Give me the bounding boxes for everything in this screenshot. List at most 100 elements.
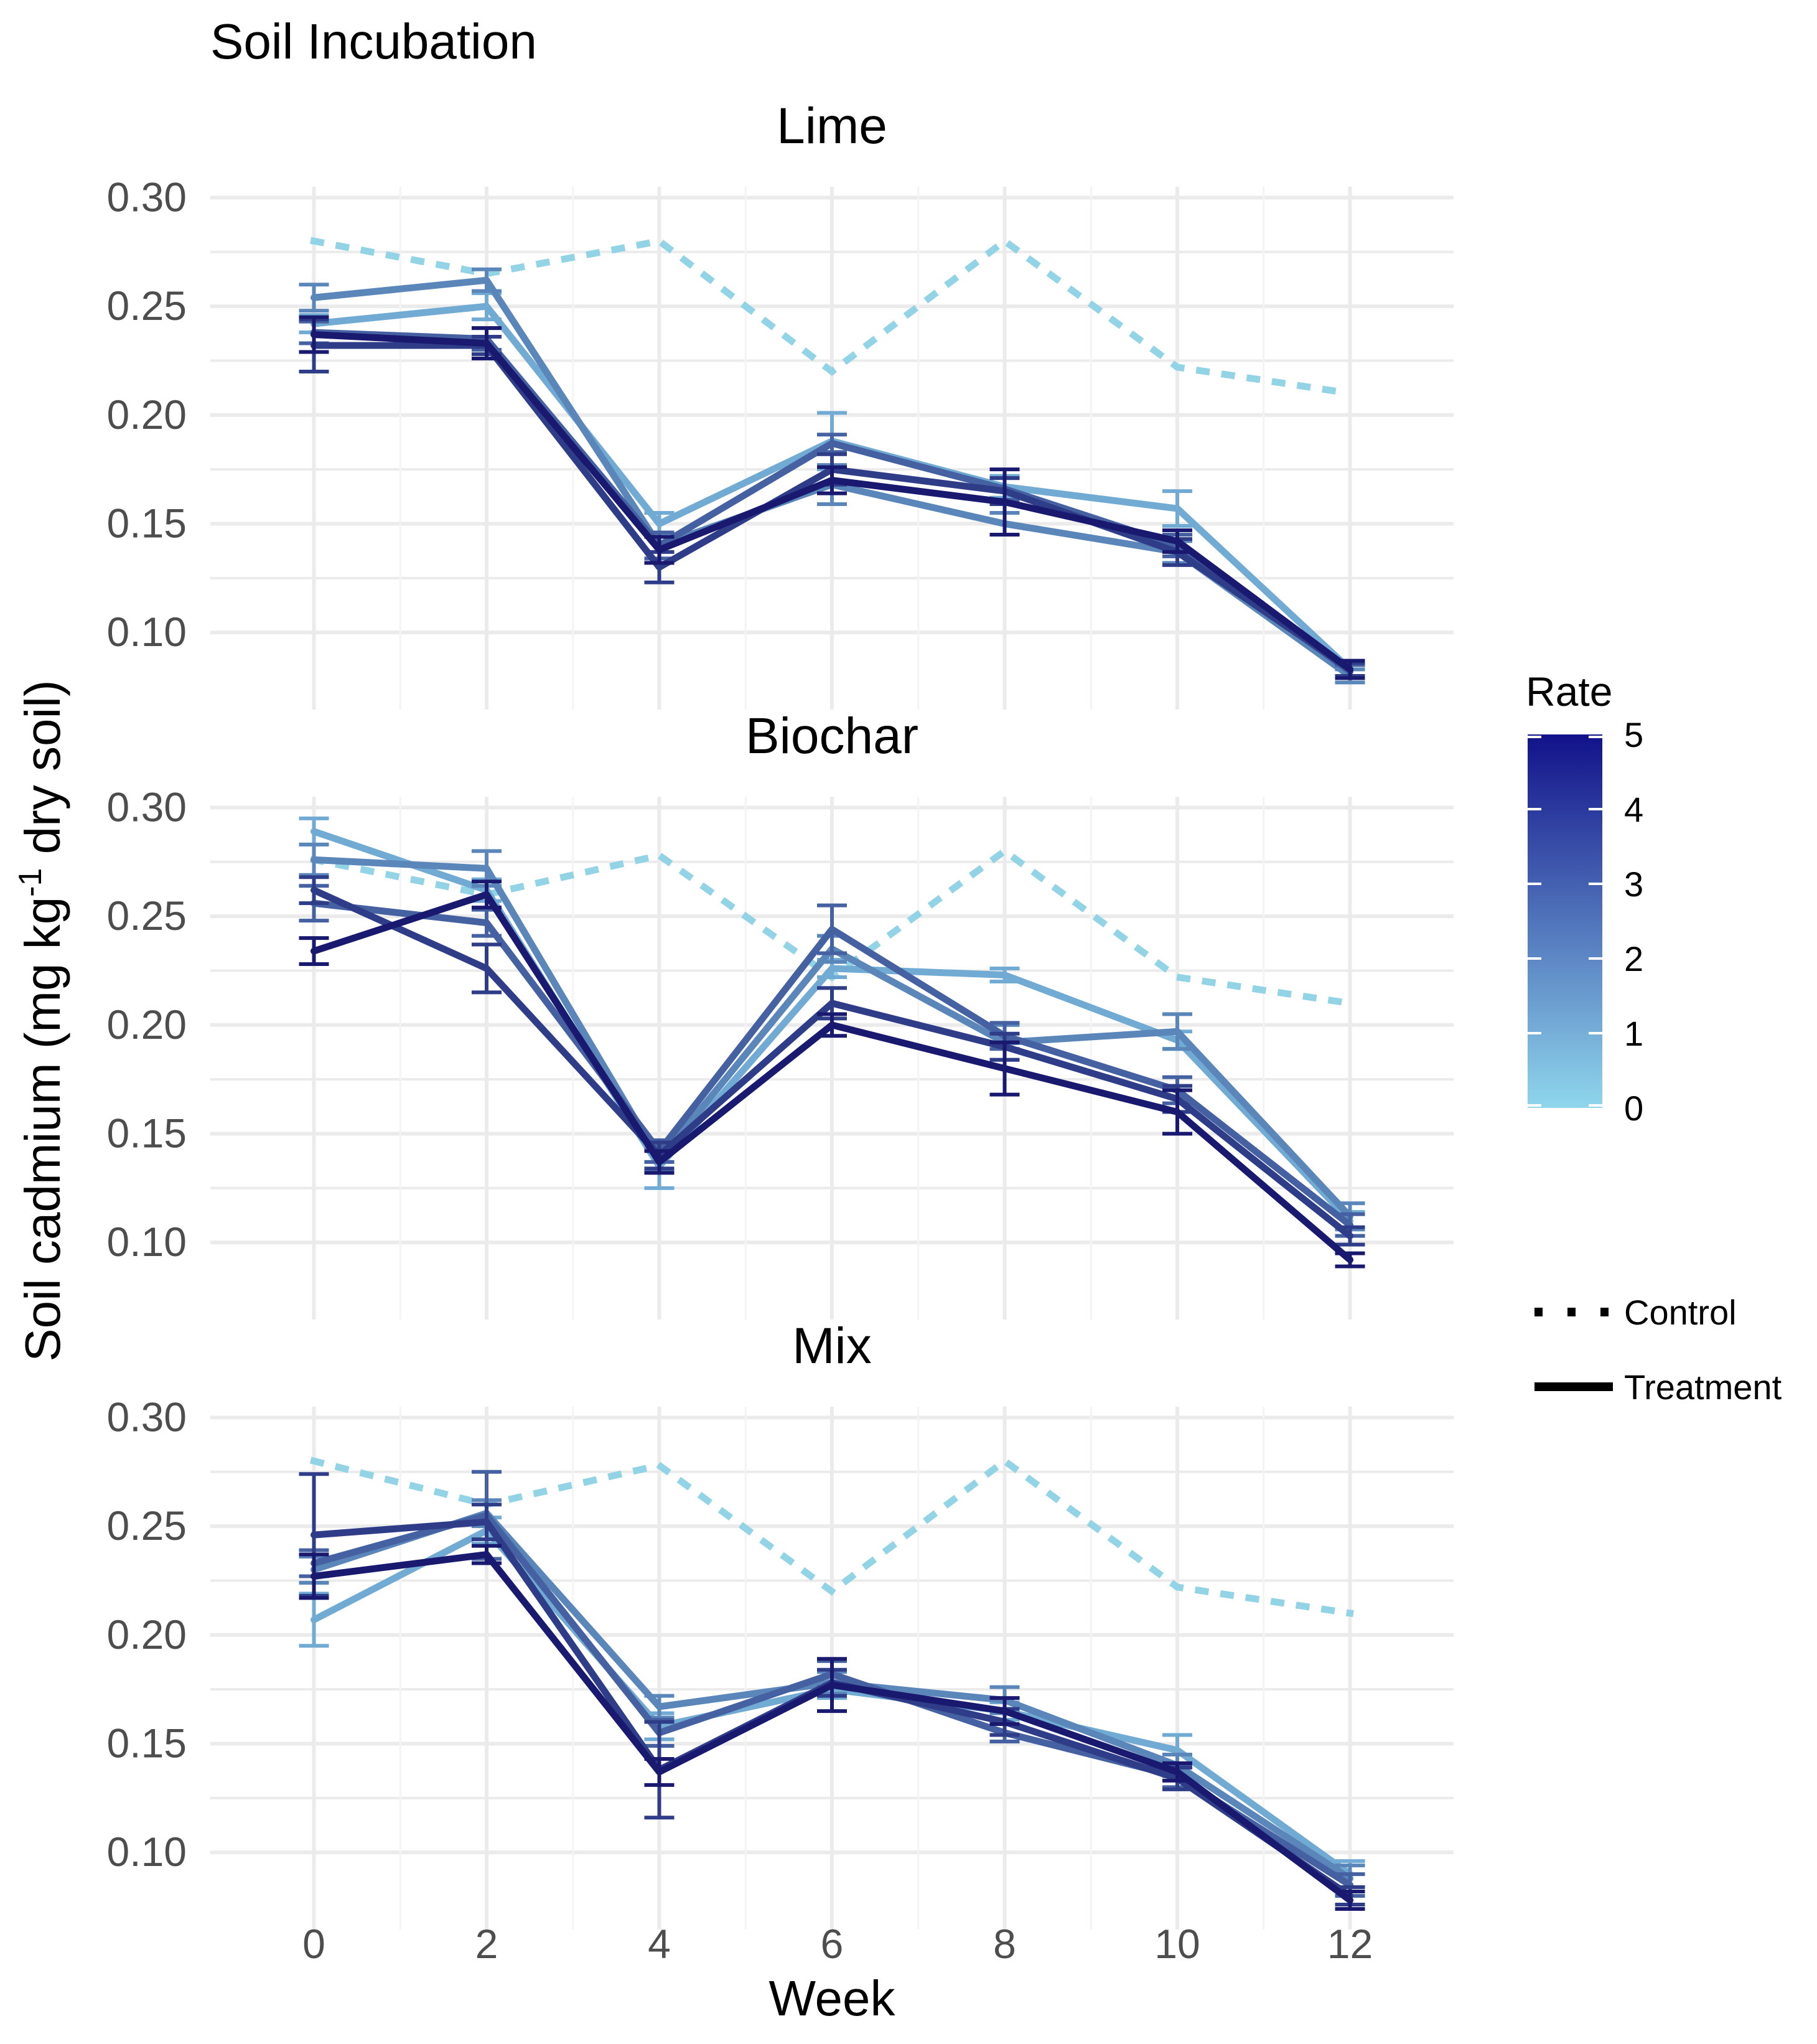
panel-title-biochar: Biochar bbox=[745, 708, 918, 764]
data-point bbox=[830, 927, 834, 932]
legend-rate-title: Rate bbox=[1526, 668, 1612, 715]
data-point bbox=[657, 1770, 661, 1774]
legend-item-treatment: Treatment bbox=[1534, 1367, 1782, 1407]
y-tick-label: 0.15 bbox=[107, 1110, 187, 1156]
data-point bbox=[485, 341, 488, 345]
data-point bbox=[1175, 539, 1179, 543]
y-tick-label: 0.25 bbox=[107, 283, 187, 329]
y-tick-label: 0.20 bbox=[107, 391, 187, 438]
colorbar-label: 0 bbox=[1624, 1089, 1643, 1128]
legend-item-control: Control bbox=[1534, 1293, 1737, 1332]
data-point bbox=[1175, 1770, 1179, 1774]
data-point bbox=[312, 1618, 316, 1622]
x-tick-label: 6 bbox=[821, 1921, 844, 1967]
legend-label-control: Control bbox=[1624, 1293, 1737, 1332]
x-tick-label: 8 bbox=[993, 1921, 1016, 1967]
data-point bbox=[830, 966, 834, 970]
colorbar-label: 2 bbox=[1624, 939, 1643, 978]
data-point bbox=[485, 966, 488, 970]
data-point bbox=[485, 304, 488, 309]
x-tick-label: 12 bbox=[1327, 1921, 1373, 1967]
y-tick-label: 0.20 bbox=[107, 1611, 187, 1657]
data-point bbox=[1348, 1258, 1352, 1262]
panel-biochar: Biochar 0.10 0.15 0.20 0.25 0.30 bbox=[107, 708, 1454, 1320]
panel-lime: Lime 0.10 0.15 0.20 0.25 0.30 bbox=[107, 98, 1454, 710]
data-point bbox=[657, 548, 661, 552]
y-tick-label: 0.30 bbox=[107, 784, 187, 830]
data-point bbox=[830, 1023, 834, 1027]
series-rate-5 bbox=[299, 315, 1365, 680]
data-point bbox=[1175, 1748, 1179, 1752]
y-axis-title: Soil cadmium (mg kg-1 dry soil) bbox=[12, 680, 70, 1361]
y-axis-title-main: Soil cadmium (mg kg bbox=[15, 897, 70, 1362]
data-point bbox=[485, 921, 488, 925]
y-tick-label: 0.30 bbox=[107, 174, 187, 220]
data-point bbox=[657, 522, 661, 526]
x-tick-label: 4 bbox=[648, 1921, 671, 1967]
legend: Rate 5 4 3 2 1 0 Control Treatment bbox=[1526, 668, 1782, 1407]
y-tick-label: 0.10 bbox=[107, 1829, 187, 1875]
data-point bbox=[485, 866, 488, 871]
panel-mix: Mix 0.10 0.15 0.20 0.25 0.30 bbox=[107, 1318, 1454, 1929]
x-tick-label: 0 bbox=[302, 1921, 325, 1967]
colorbar-label: 4 bbox=[1624, 790, 1643, 829]
colorbar-label: 1 bbox=[1624, 1014, 1643, 1053]
data-point bbox=[312, 332, 316, 337]
data-point bbox=[312, 296, 316, 300]
data-point bbox=[657, 1705, 661, 1709]
y-axis-title-superscript: -1 bbox=[12, 868, 49, 897]
x-tick-label: 10 bbox=[1154, 1921, 1200, 1967]
data-point bbox=[312, 858, 316, 862]
rate-colorbar bbox=[1528, 734, 1602, 1108]
data-point bbox=[1002, 500, 1007, 504]
x-axis-title: Week bbox=[768, 1971, 895, 2026]
y-tick-label: 0.10 bbox=[107, 1219, 187, 1265]
panel-title-lime: Lime bbox=[777, 98, 887, 154]
data-point bbox=[1175, 507, 1179, 511]
y-axis-title-end: dry soil) bbox=[15, 680, 70, 868]
y-tick-label: 0.10 bbox=[107, 609, 187, 655]
y-tick-label: 0.25 bbox=[107, 893, 187, 939]
data-point bbox=[830, 1683, 834, 1687]
panels: Lime 0.10 0.15 0.20 0.25 0.30 Biochar 0.10 0.15 0… bbox=[107, 98, 1454, 1929]
y-tick-label: 0.25 bbox=[107, 1503, 187, 1549]
y-tick-label: 0.15 bbox=[107, 500, 187, 546]
legend-label-treatment: Treatment bbox=[1624, 1367, 1782, 1407]
data-point bbox=[830, 441, 834, 446]
data-point bbox=[1348, 667, 1352, 672]
colorbar-label: 5 bbox=[1624, 715, 1643, 754]
data-point bbox=[312, 888, 316, 893]
x-axis-labels: 0 2 4 6 8 10 12 bbox=[302, 1921, 1373, 1967]
linetype-legend: Control Treatment bbox=[1534, 1293, 1782, 1407]
series-rate-5 bbox=[299, 1544, 1365, 1911]
data-point bbox=[312, 949, 316, 954]
data-point bbox=[1002, 973, 1007, 977]
y-tick-label: 0.20 bbox=[107, 1001, 187, 1048]
x-tick-label: 2 bbox=[475, 1921, 498, 1967]
colorbar-label: 3 bbox=[1624, 865, 1643, 904]
data-point bbox=[1175, 1029, 1179, 1034]
data-point bbox=[485, 893, 488, 897]
chart-title: Soil Incubation bbox=[210, 14, 537, 69]
panel-title-mix: Mix bbox=[792, 1318, 872, 1374]
data-point bbox=[830, 1001, 834, 1005]
data-point bbox=[1002, 1709, 1007, 1713]
colorbar-ticks: 5 4 3 2 1 0 bbox=[1528, 715, 1643, 1128]
data-point bbox=[657, 1160, 661, 1164]
data-point bbox=[830, 478, 834, 482]
data-point bbox=[312, 1533, 316, 1537]
data-point bbox=[312, 829, 316, 833]
data-point bbox=[1002, 1066, 1007, 1071]
data-point bbox=[1348, 1234, 1352, 1238]
data-point bbox=[485, 1520, 488, 1524]
data-point bbox=[485, 278, 488, 283]
data-point bbox=[1175, 1110, 1179, 1114]
y-tick-label: 0.30 bbox=[107, 1394, 187, 1440]
y-tick-label: 0.15 bbox=[107, 1720, 187, 1766]
data-point bbox=[1348, 1898, 1352, 1903]
data-point bbox=[657, 565, 661, 570]
series-rate-5 bbox=[299, 879, 1365, 1268]
data-point bbox=[312, 1574, 316, 1578]
data-point bbox=[485, 1552, 488, 1557]
